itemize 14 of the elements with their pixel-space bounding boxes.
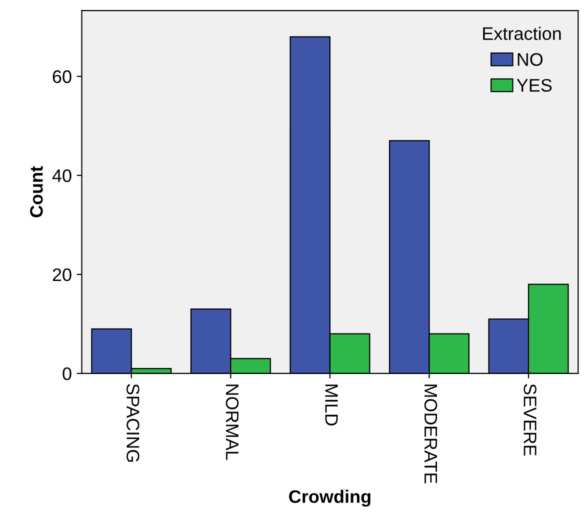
x-tick-label: SEVERE [524,384,536,456]
x-tick-label: MODERATE [424,384,438,484]
legend-title: Extraction [483,26,561,40]
legend-label: NO [518,53,543,66]
x-tick-label: SPACING [126,384,140,462]
y-tick-label: 20 [52,268,72,282]
y-tick-label: 0 [62,367,72,380]
x-tick-label: MILD [325,384,338,426]
y-tick-label: 40 [52,169,72,182]
y-tick-label: 60 [52,70,72,84]
x-axis-title: Crowding [289,490,370,507]
y-axis-title: Count [30,166,43,218]
x-tick-label: NORMAL [226,384,239,460]
legend-label: YES [516,78,552,92]
